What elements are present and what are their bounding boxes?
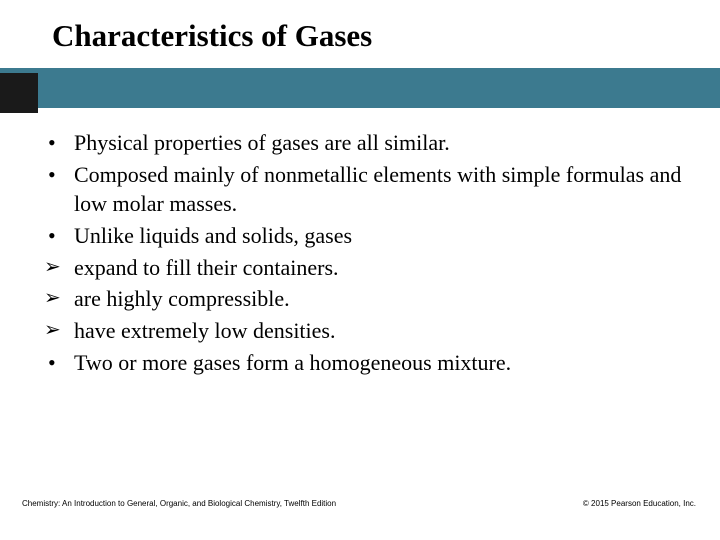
arrow-icon: ➢ xyxy=(44,253,74,282)
arrow-icon: ➢ xyxy=(44,284,74,313)
list-item: ➢ expand to fill their containers. xyxy=(44,253,686,283)
arrow-text: expand to fill their containers. xyxy=(74,253,686,283)
header-banner-dark xyxy=(0,73,38,113)
header-banner xyxy=(0,68,720,108)
page-title: Characteristics of Gases xyxy=(52,18,720,54)
list-item: • Two or more gases form a homogeneous m… xyxy=(48,348,686,378)
bullet-icon: • xyxy=(48,128,74,158)
list-item: ➢ are highly compressible. xyxy=(44,284,686,314)
title-area: Characteristics of Gases xyxy=(0,0,720,54)
list-item: • Physical properties of gases are all s… xyxy=(48,128,686,158)
bullet-text: Physical properties of gases are all sim… xyxy=(74,128,686,158)
bullet-icon: • xyxy=(48,348,74,378)
bullet-text: Unlike liquids and solids, gases xyxy=(74,221,686,251)
content-area: • Physical properties of gases are all s… xyxy=(0,108,720,378)
bullet-text: Two or more gases form a homogeneous mix… xyxy=(74,348,686,378)
footer: Chemistry: An Introduction to General, O… xyxy=(0,499,720,508)
footer-right: © 2015 Pearson Education, Inc. xyxy=(583,499,696,508)
list-item: ➢ have extremely low densities. xyxy=(44,316,686,346)
list-item: • Composed mainly of nonmetallic element… xyxy=(48,160,686,219)
bullet-icon: • xyxy=(48,160,74,190)
bullet-icon: • xyxy=(48,221,74,251)
arrow-text: have extremely low densities. xyxy=(74,316,686,346)
bullet-text: Composed mainly of nonmetallic elements … xyxy=(74,160,686,219)
footer-left: Chemistry: An Introduction to General, O… xyxy=(22,499,336,508)
list-item: • Unlike liquids and solids, gases xyxy=(48,221,686,251)
arrow-text: are highly compressible. xyxy=(74,284,686,314)
arrow-icon: ➢ xyxy=(44,316,74,345)
